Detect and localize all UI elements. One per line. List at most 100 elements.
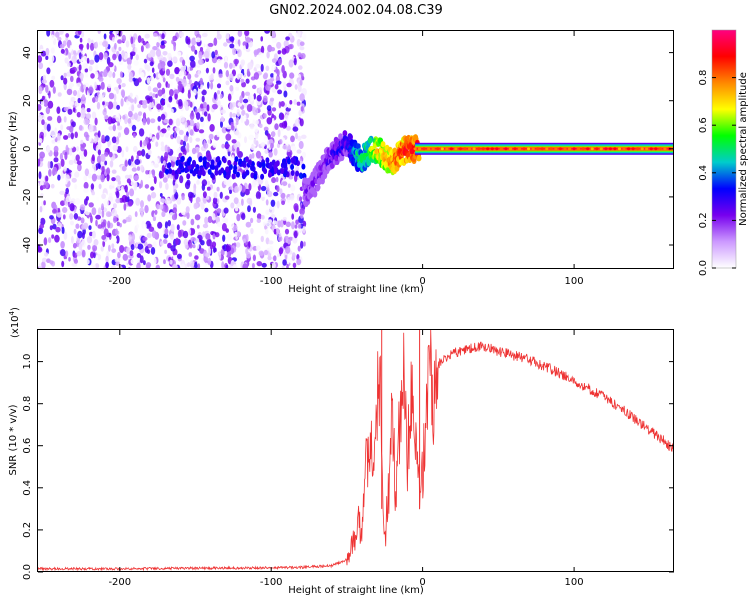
noise-band-speckle <box>258 162 263 168</box>
noise-speckle <box>41 205 45 212</box>
noise-speckle <box>149 96 153 103</box>
noise-speckle <box>225 80 230 86</box>
noise-speckle <box>223 178 229 186</box>
noise-speckle <box>105 101 109 107</box>
noise-speckle <box>166 212 170 219</box>
noise-speckle <box>216 186 220 192</box>
noise-speckle <box>207 246 212 255</box>
noise-speckle <box>88 149 95 155</box>
noise-speckle <box>138 183 142 189</box>
noise-speckle <box>95 41 98 49</box>
noise-speckle <box>278 139 283 145</box>
noise-speckle <box>273 228 277 235</box>
noise-speckle <box>50 183 55 189</box>
noise-speckle <box>193 187 197 195</box>
noise-speckle <box>92 245 98 252</box>
noise-speckle <box>112 144 118 152</box>
noise-speckle <box>46 218 49 227</box>
noise-speckle <box>299 208 305 216</box>
noise-speckle <box>237 49 242 58</box>
noise-speckle <box>76 160 82 165</box>
noise-speckle <box>139 207 144 214</box>
noise-speckle <box>178 99 183 107</box>
noise-speckle <box>216 31 220 37</box>
noise-speckle <box>180 63 187 72</box>
noise-speckle <box>288 53 294 59</box>
noise-speckle <box>51 34 55 42</box>
colorbar-tick-label: 0.0 <box>698 260 709 276</box>
noise-speckle <box>86 108 91 113</box>
noise-speckle <box>48 90 51 99</box>
noise-speckle <box>74 101 80 107</box>
noise-speckle <box>69 45 73 52</box>
noise-speckle <box>268 240 274 245</box>
noise-speckle <box>206 195 210 200</box>
noise-speckle <box>255 63 261 69</box>
noise-speckle <box>60 124 64 131</box>
noise-speckle <box>50 129 56 137</box>
noise-band-speckle <box>250 165 254 171</box>
noise-speckle <box>188 119 195 127</box>
noise-speckle <box>107 116 113 125</box>
noise-speckle <box>70 96 76 102</box>
noise-speckle <box>63 166 67 172</box>
noise-speckle <box>183 238 188 246</box>
noise-speckle <box>224 217 229 224</box>
spectrogram-ylabel: Frequency (Hz) <box>8 111 19 187</box>
noise-speckle <box>78 43 84 50</box>
noise-speckle <box>40 217 46 226</box>
noise-speckle <box>196 179 200 185</box>
noise-speckle <box>140 72 145 80</box>
noise-speckle <box>290 135 295 143</box>
noise-speckle <box>217 92 221 100</box>
noise-speckle <box>235 242 241 248</box>
noise-speckle <box>296 258 302 266</box>
noise-speckle <box>48 237 52 244</box>
noise-speckle <box>279 188 283 195</box>
noise-speckle <box>103 107 107 113</box>
noise-speckle <box>119 71 123 78</box>
noise-speckle <box>107 101 114 110</box>
noise-speckle <box>82 55 88 64</box>
noise-speckle <box>266 105 272 112</box>
noise-speckle <box>159 181 163 189</box>
colorbar-tick-label: 0.8 <box>698 70 709 86</box>
noise-speckle <box>135 197 141 206</box>
noise-band-speckle <box>253 173 258 180</box>
noise-speckle <box>196 241 200 250</box>
noise-speckle <box>93 164 97 173</box>
noise-speckle <box>189 136 193 144</box>
noise-speckle <box>122 253 128 261</box>
noise-speckle <box>210 81 214 90</box>
noise-speckle <box>249 93 254 102</box>
noise-speckle <box>280 192 286 199</box>
noise-speckle <box>223 207 229 214</box>
noise-speckle <box>132 77 136 82</box>
noise-speckle <box>164 144 168 153</box>
noise-speckle <box>295 219 299 225</box>
noise-speckle <box>189 55 195 62</box>
noise-speckle <box>253 72 260 80</box>
noise-speckle <box>81 231 85 240</box>
noise-speckle <box>157 73 161 78</box>
noise-speckle <box>128 71 133 80</box>
steady-signal-dot <box>540 147 544 151</box>
noise-speckle <box>57 133 61 141</box>
noise-speckle <box>244 136 247 144</box>
noise-speckle <box>211 241 217 248</box>
noise-speckle <box>162 239 168 244</box>
noise-speckle <box>96 101 101 110</box>
noise-speckle <box>166 107 171 114</box>
noise-speckle <box>109 145 113 151</box>
noise-speckle <box>286 125 291 131</box>
noise-speckle <box>137 103 142 109</box>
noise-speckle <box>266 117 273 125</box>
noise-band-speckle <box>186 159 191 166</box>
noise-speckle <box>186 38 191 45</box>
noise-speckle <box>112 36 115 42</box>
noise-speckle <box>199 77 204 85</box>
noise-speckle <box>191 37 197 46</box>
noise-speckle <box>233 197 239 205</box>
noise-speckle <box>281 48 287 55</box>
noise-speckle <box>268 151 273 158</box>
